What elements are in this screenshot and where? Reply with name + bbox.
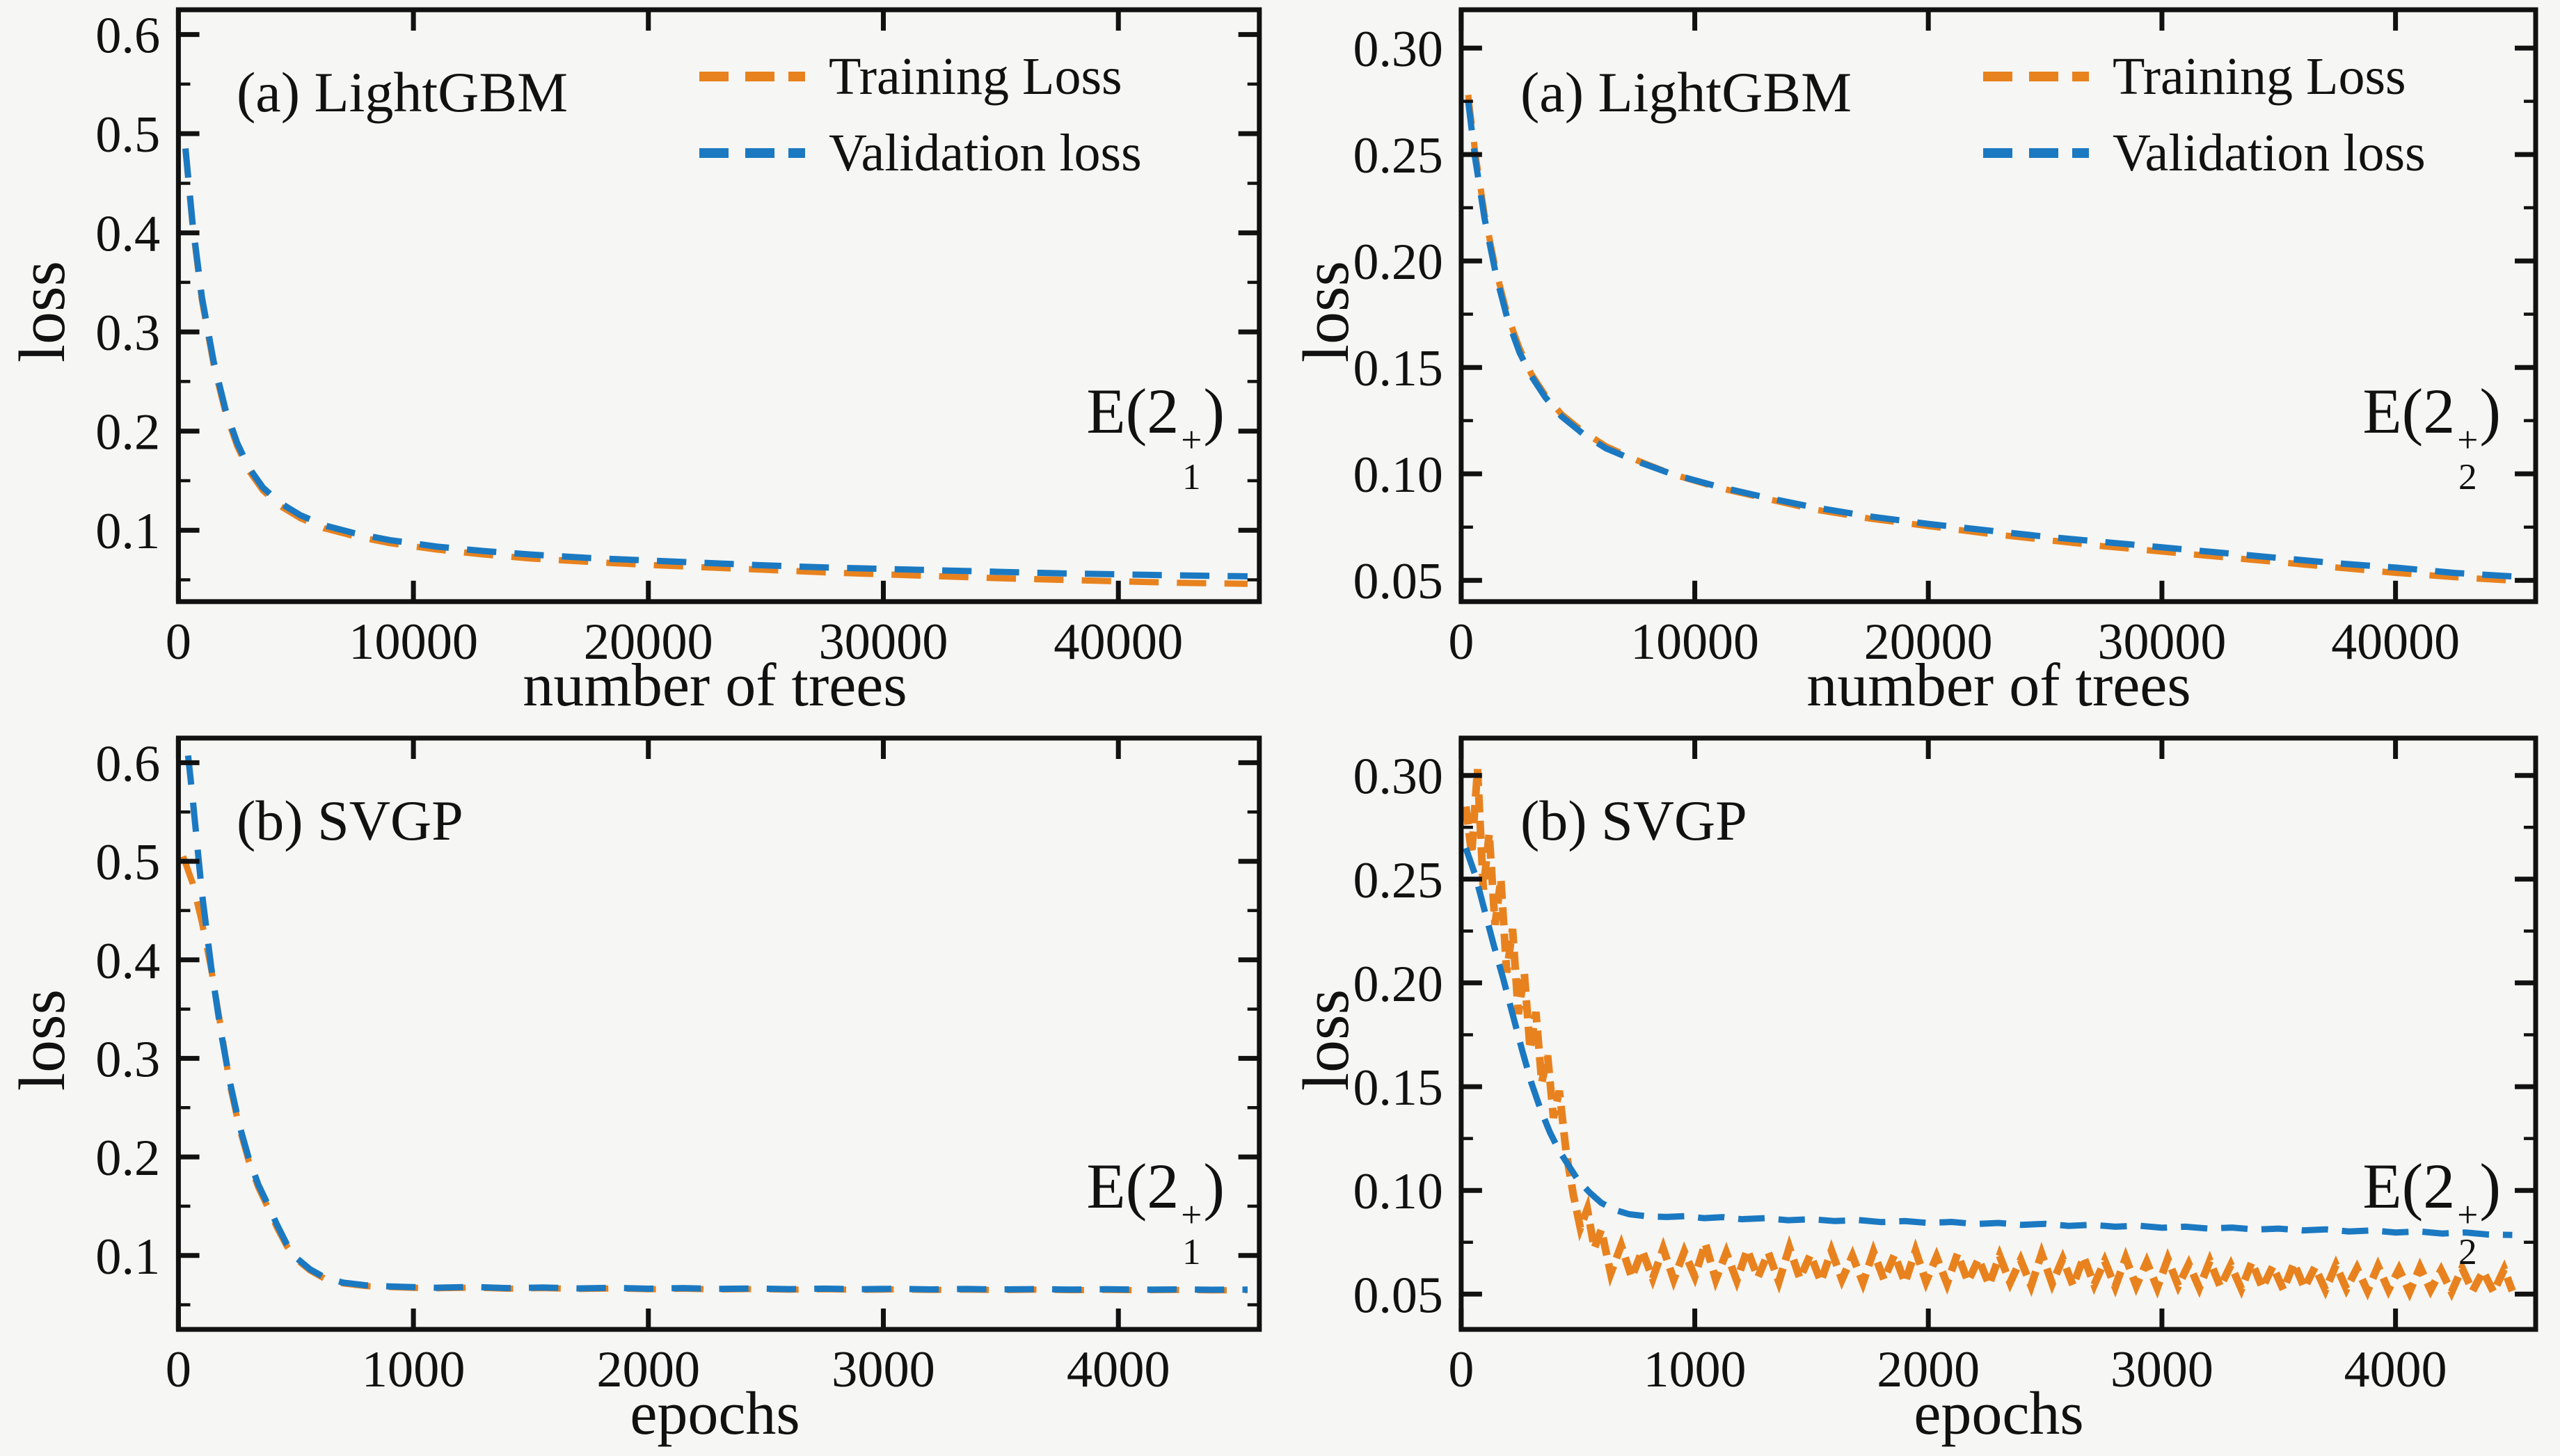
legend-label-validation: Validation loss <box>829 124 1142 182</box>
svg-text:0.20: 0.20 <box>1353 234 1442 291</box>
svg-text:0: 0 <box>1448 614 1474 671</box>
svg-text:0.3: 0.3 <box>95 1032 160 1089</box>
x-axis-label: number of trees <box>523 652 907 719</box>
svg-text:0.5: 0.5 <box>95 106 160 163</box>
x-axis-label: epochs <box>630 1380 800 1448</box>
annotation-e21: E(2 +1) <box>1086 376 1225 498</box>
plot-canvas-svgp-e21: 0 1000 2000 3000 4000 0.1 0.2 0.3 0.4 0.5 0.6 <box>95 735 1262 1398</box>
legend-label-validation: Validation loss <box>2113 124 2426 182</box>
annotation-superscript: + <box>1181 1193 1202 1235</box>
panel-title: (b) SVGP <box>1520 789 1747 852</box>
svg-text:10000: 10000 <box>1630 614 1759 671</box>
x-axis-label: number of trees <box>1806 652 2191 719</box>
svg-text:0.2: 0.2 <box>95 404 160 461</box>
x-axis-label: epochs <box>1914 1380 2084 1448</box>
annotation-subscript: 1 <box>1182 1231 1201 1273</box>
plot-canvas-lightgbm-e21: 0 10000 20000 30000 40000 0.1 0.2 0.3 0.4 0.5 0.6 <box>95 7 1262 671</box>
annotation-superscript: + <box>1181 418 1202 461</box>
svg-text:0.5: 0.5 <box>95 834 160 891</box>
svg-text:30000: 30000 <box>2097 614 2226 671</box>
training-loss-dash-icon <box>1983 72 2089 81</box>
legend-item-validation: Validation loss <box>699 127 1142 179</box>
svg-text:0.4: 0.4 <box>95 206 160 263</box>
svg-text:0.6: 0.6 <box>95 736 160 793</box>
annotation-subscript: 1 <box>1182 456 1201 498</box>
svg-text:0.6: 0.6 <box>95 8 160 65</box>
annotation-superscript: + <box>2457 418 2479 461</box>
legend-item-validation: Validation loss <box>1983 127 2426 179</box>
svg-text:40000: 40000 <box>1054 614 1183 671</box>
subplot-lightgbm-e22: 0 10000 20000 30000 40000 0.05 0.10 0.15 0.20 0.2… <box>1284 0 2560 728</box>
legend: Training Loss Validation loss <box>699 50 1142 179</box>
svg-text:0.15: 0.15 <box>1353 1059 1442 1117</box>
legend-label-training: Training Loss <box>2113 47 2406 106</box>
svg-text:4000: 4000 <box>1067 1341 1170 1398</box>
subplot-svgp-e21: 0 1000 2000 3000 4000 0.1 0.2 0.3 0.4 0.5 0.6 loss… <box>0 728 1284 1456</box>
svg-text:3000: 3000 <box>2110 1341 2213 1398</box>
svg-text:10000: 10000 <box>349 614 478 671</box>
svg-text:30000: 30000 <box>818 614 948 671</box>
subplot-lightgbm-e21: 0 10000 20000 30000 40000 0.1 0.2 0.3 0.4 0.5 0.6 … <box>0 0 1284 728</box>
annotation-e21: E(2 +1) <box>1086 1151 1225 1273</box>
svg-text:2000: 2000 <box>596 1341 700 1398</box>
svg-text:0.25: 0.25 <box>1353 127 1442 184</box>
legend-item-training: Training Loss <box>1983 50 2426 103</box>
svg-text:0: 0 <box>166 1341 191 1398</box>
svg-text:0.10: 0.10 <box>1353 1163 1442 1220</box>
annotation-subscript: 2 <box>2458 456 2477 498</box>
svg-text:20000: 20000 <box>1864 614 1993 671</box>
svg-text:1000: 1000 <box>362 1341 466 1398</box>
svg-text:2000: 2000 <box>1877 1341 1980 1398</box>
svg-text:0.15: 0.15 <box>1353 340 1442 397</box>
panel-title: (b) SVGP <box>237 789 463 852</box>
plot-canvas-svgp-e22: 0 1000 2000 3000 4000 0.05 0.10 0.15 0.20 0.25 0.3… <box>1353 735 2538 1398</box>
svg-text:1000: 1000 <box>1644 1341 1747 1398</box>
svg-text:0.05: 0.05 <box>1353 553 1442 610</box>
svg-text:0.3: 0.3 <box>95 305 160 362</box>
svg-text:3000: 3000 <box>832 1341 935 1398</box>
svg-text:0: 0 <box>1448 1341 1474 1398</box>
annotation-e22: E(2 +2) <box>2362 376 2501 498</box>
svg-text:0.30: 0.30 <box>1353 749 1442 806</box>
svg-text:0.1: 0.1 <box>95 503 160 560</box>
y-axis-label: loss <box>6 260 79 363</box>
legend: Training Loss Validation loss <box>1983 50 2426 179</box>
panel-title: (a) LightGBM <box>237 61 568 124</box>
svg-text:0.05: 0.05 <box>1353 1267 1442 1324</box>
svg-text:0.25: 0.25 <box>1353 852 1442 909</box>
annotation-subscript: 2 <box>2458 1231 2477 1273</box>
svg-text:20000: 20000 <box>584 614 713 671</box>
validation-loss-dash-icon <box>699 148 805 158</box>
svg-text:4000: 4000 <box>2344 1341 2447 1398</box>
svg-text:0.4: 0.4 <box>95 933 160 990</box>
svg-text:0.1: 0.1 <box>95 1229 160 1286</box>
y-axis-label: loss <box>1290 989 1362 1091</box>
panel-title: (a) LightGBM <box>1520 61 1852 124</box>
svg-text:0.2: 0.2 <box>95 1130 160 1187</box>
plot-canvas-lightgbm-e22: 0 10000 20000 30000 40000 0.05 0.10 0.15 0.20 0.2… <box>1353 7 2538 671</box>
annotation-superscript: + <box>2457 1193 2479 1235</box>
svg-text:0.30: 0.30 <box>1353 21 1442 78</box>
legend-label-training: Training Loss <box>829 47 1122 106</box>
svg-text:0.10: 0.10 <box>1353 447 1442 504</box>
y-axis-label: loss <box>1290 260 1362 363</box>
annotation-e22: E(2 +2) <box>2362 1151 2501 1273</box>
subplot-svgp-e22: 0 1000 2000 3000 4000 0.05 0.10 0.15 0.20 0.25 0.3… <box>1284 728 2560 1456</box>
validation-loss-dash-icon <box>1983 148 2089 158</box>
training-loss-dash-icon <box>699 72 805 81</box>
svg-text:40000: 40000 <box>2331 614 2460 671</box>
y-axis-label: loss <box>6 989 79 1091</box>
legend-item-training: Training Loss <box>699 50 1142 103</box>
svg-text:0: 0 <box>166 614 191 671</box>
svg-text:0.20: 0.20 <box>1353 956 1442 1013</box>
